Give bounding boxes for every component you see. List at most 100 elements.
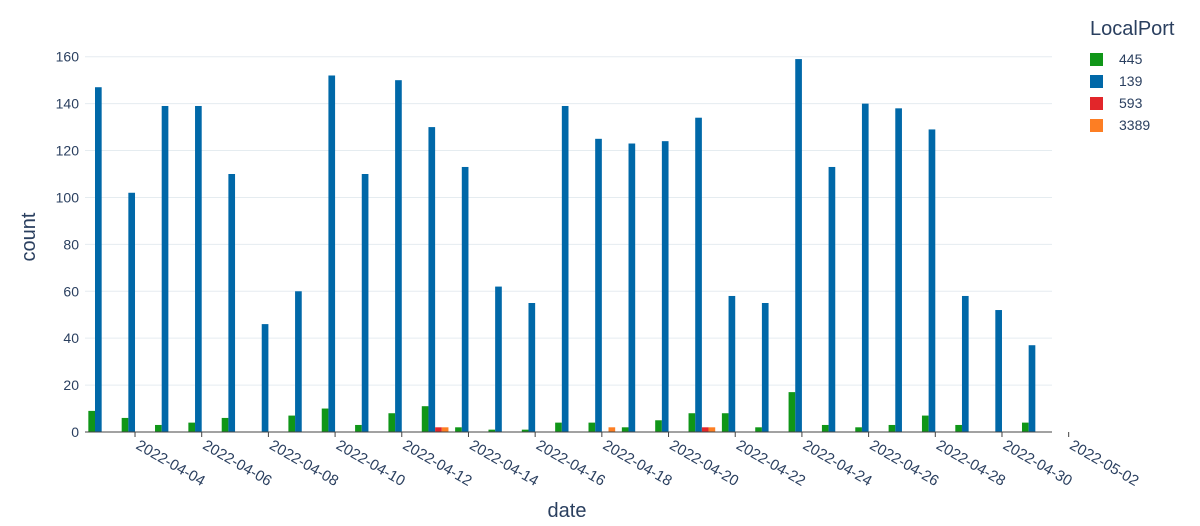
- bar-593-2022-04-13: [435, 427, 442, 432]
- bar-139-2022-04-08: [261, 324, 269, 432]
- x-tick-label: 2022-04-04: [133, 437, 208, 490]
- bar-445-2022-04-16: [521, 429, 529, 432]
- bar-139-2022-04-09: [295, 291, 302, 432]
- legend-swatch-445: [1090, 53, 1103, 66]
- bar-139-2022-04-24: [795, 59, 802, 433]
- bars: [88, 59, 1036, 433]
- bar-445-2022-04-09: [288, 415, 296, 432]
- x-tick-label: 2022-04-26: [867, 437, 942, 490]
- bar-139-2022-04-15: [495, 286, 502, 432]
- bar-445-2022-04-20: [655, 420, 662, 432]
- bar-445-2022-04-12: [388, 413, 396, 432]
- y-tick-label: 100: [56, 189, 80, 205]
- bar-139-2022-04-23: [761, 303, 769, 432]
- y-tick-label: 140: [56, 96, 80, 112]
- bar-139-2022-04-05: [161, 105, 169, 433]
- y-tick-label: 80: [63, 236, 79, 252]
- bar-139-2022-05-01: [1028, 345, 1036, 432]
- bar-139-2022-04-20: [661, 141, 669, 432]
- bar-445-2022-04-07: [221, 417, 229, 432]
- bar-139-2022-04-11: [361, 174, 369, 432]
- x-tick-label: 2022-04-28: [933, 437, 1008, 490]
- axes: [85, 431, 1070, 437]
- x-tick-label: 2022-04-08: [266, 437, 341, 490]
- bar-3389-2022-04-13: [441, 427, 449, 432]
- bar-139-2022-04-21: [695, 117, 702, 432]
- x-tick-label: 2022-05-02: [1067, 437, 1142, 490]
- x-tick-label: 2022-04-10: [333, 437, 408, 490]
- bar-139-2022-04-07: [228, 174, 236, 432]
- bar-445-2022-04-28: [921, 415, 929, 432]
- bar-139-2022-04-04: [128, 192, 136, 432]
- y-tick-label: 20: [63, 377, 79, 393]
- y-tick-label: 120: [56, 143, 80, 159]
- bar-445-2022-04-17: [555, 422, 562, 432]
- bar-445-2022-04-27: [888, 424, 896, 432]
- bar-445-2022-04-03: [88, 410, 96, 432]
- bar-139-2022-04-06: [195, 105, 202, 433]
- legend-swatch-3389: [1090, 119, 1103, 132]
- bar-445-2022-04-25: [821, 424, 829, 432]
- bar-139-2022-04-17: [561, 105, 569, 433]
- legend-swatch-593: [1090, 97, 1103, 110]
- bar-445-2022-04-04: [121, 417, 129, 432]
- legend-label-445: 445: [1119, 51, 1143, 67]
- y-axis-label: count: [18, 212, 40, 261]
- legend: LocalPort 445 139 593 3389: [1090, 18, 1175, 133]
- bar-445-2022-04-24: [788, 392, 796, 432]
- bar-445-2022-04-10: [321, 408, 329, 432]
- y-tick-label: 0: [71, 424, 79, 440]
- x-tick-label: 2022-04-14: [466, 437, 541, 490]
- y-tick-label: 160: [56, 49, 80, 65]
- legend-label-139: 139: [1119, 73, 1143, 89]
- x-tick-label: 2022-04-12: [400, 437, 475, 490]
- bar-445-2022-05-01: [1021, 422, 1029, 432]
- bar-139-2022-04-10: [328, 75, 336, 432]
- x-tick-label: 2022-04-16: [533, 437, 608, 490]
- bar-139-2022-04-29: [961, 295, 969, 432]
- bar-445-2022-04-21: [688, 413, 696, 432]
- bar-445-2022-04-14: [455, 427, 462, 432]
- bar-139-2022-04-03: [95, 87, 102, 432]
- bar-593-2022-04-21: [701, 427, 709, 432]
- x-tick-label: 2022-04-18: [600, 437, 675, 490]
- bar-3389-2022-04-21: [708, 427, 716, 432]
- bar-445-2022-04-19: [621, 427, 629, 432]
- legend-label-593: 593: [1119, 95, 1143, 111]
- bar-139-2022-04-16: [528, 303, 536, 432]
- x-tick-label: 2022-04-06: [200, 437, 275, 490]
- bar-445-2022-04-23: [755, 427, 762, 432]
- bar-445-2022-04-26: [855, 427, 862, 432]
- bar-139-2022-04-28: [928, 129, 936, 432]
- bar-139-2022-04-18: [595, 138, 602, 432]
- y-tick-label: 60: [63, 283, 79, 299]
- bar-445-2022-04-05: [155, 424, 162, 432]
- bar-139-2022-04-26: [861, 103, 869, 433]
- legend-title: LocalPort: [1090, 18, 1175, 40]
- bar-139-2022-04-19: [628, 143, 636, 432]
- x-axis-label: date: [548, 500, 587, 522]
- x-tick-label: 2022-04-20: [667, 437, 742, 490]
- x-tick-labels: 2022-04-042022-04-062022-04-082022-04-10…: [133, 437, 1142, 490]
- x-tick-label: 2022-04-30: [1000, 437, 1075, 490]
- y-tick-label: 40: [63, 330, 79, 346]
- y-tick-labels: 0 20 40 60 80 100 120 140 160: [56, 49, 80, 440]
- bar-445-2022-04-29: [955, 424, 962, 432]
- bar-139-2022-04-25: [828, 166, 836, 433]
- bar-139-2022-04-13: [428, 127, 436, 432]
- bar-445-2022-04-22: [721, 413, 729, 432]
- bar-445-2022-04-18: [588, 422, 596, 432]
- x-tick-label: 2022-04-24: [800, 437, 875, 490]
- legend-swatch-139: [1090, 75, 1103, 88]
- bar-139-2022-04-14: [461, 166, 469, 433]
- bar-445-2022-04-15: [488, 429, 496, 432]
- legend-label-3389: 3389: [1119, 117, 1150, 133]
- x-tick-label: 2022-04-22: [733, 437, 808, 490]
- bar-139-2022-04-22: [728, 295, 736, 432]
- bar-445-2022-04-13: [421, 406, 429, 432]
- bar-3389-2022-04-18: [608, 427, 616, 432]
- bar-139-2022-04-27: [895, 108, 902, 432]
- bar-445-2022-04-11: [355, 424, 362, 432]
- bar-139-2022-04-12: [395, 80, 402, 432]
